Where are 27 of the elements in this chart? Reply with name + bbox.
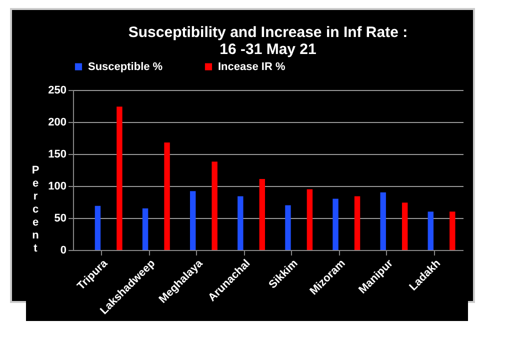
bar (306, 189, 313, 250)
bar (142, 208, 148, 250)
y-tick-label: 100 (48, 180, 66, 192)
bar (94, 206, 101, 250)
bar (332, 198, 338, 250)
bar (354, 196, 360, 250)
bar (380, 192, 386, 250)
bar (402, 202, 408, 250)
text: 16 -31 May 21 (220, 41, 316, 58)
bar (428, 212, 434, 250)
bar (116, 106, 122, 250)
bar (450, 212, 456, 250)
y-tick-label: 250 (48, 84, 66, 96)
y-tick-label: 150 (48, 148, 66, 160)
y-axis-title: Percent (32, 164, 40, 254)
y-tick-label: 0 (60, 244, 66, 256)
bar (259, 178, 266, 250)
bar (164, 142, 170, 250)
legend-label: Incease IR % (218, 60, 286, 73)
bar (190, 191, 196, 250)
bar (238, 196, 244, 250)
y-tick-label: 50 (54, 212, 66, 224)
text: Susceptibility and Increase in Inf Rate : (128, 24, 408, 41)
y-tick-label: 200 (48, 116, 66, 128)
legend-label: Susceptible % (88, 60, 163, 73)
bar (285, 205, 291, 250)
bar (212, 162, 218, 250)
